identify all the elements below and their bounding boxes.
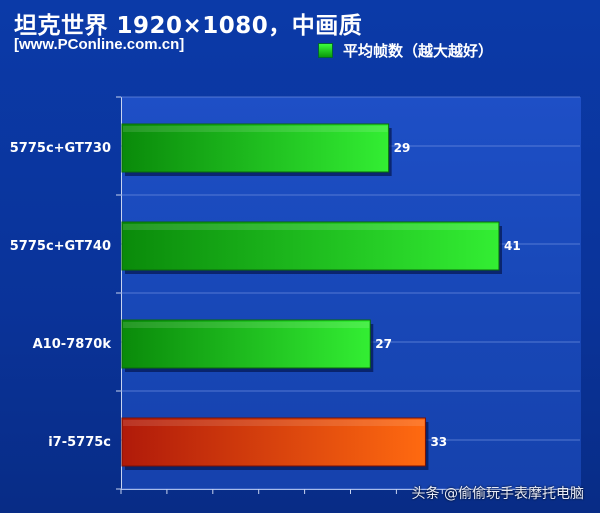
legend: 平均帧数（越大越好） [318,40,493,61]
data-label: 27 [375,337,392,351]
legend-swatch [318,43,333,58]
bar [121,123,390,173]
source-label: [www.PConline.com.cn] [14,36,185,53]
data-label: 29 [394,141,411,155]
category-label: 5775c+GT740 [10,239,111,254]
bar [121,319,371,369]
category-label: i7-5775c [48,435,111,450]
category-label: 5775c+GT730 [10,141,111,156]
data-label: 33 [430,435,447,449]
data-label: 41 [504,239,521,253]
chart-title: 坦克世界 1920×1080，中画质 [14,13,363,39]
bar-highlight [123,420,425,426]
bar [121,221,500,271]
category-label: A10-7870k [33,337,112,352]
watermark: 头条 @偷偷玩手表摩托电脑 [411,486,584,502]
bar [121,417,426,467]
bar-highlight [123,126,388,132]
bar-highlight [123,224,498,230]
legend-label: 平均帧数（越大越好） [343,42,494,60]
bar-highlight [123,322,370,328]
